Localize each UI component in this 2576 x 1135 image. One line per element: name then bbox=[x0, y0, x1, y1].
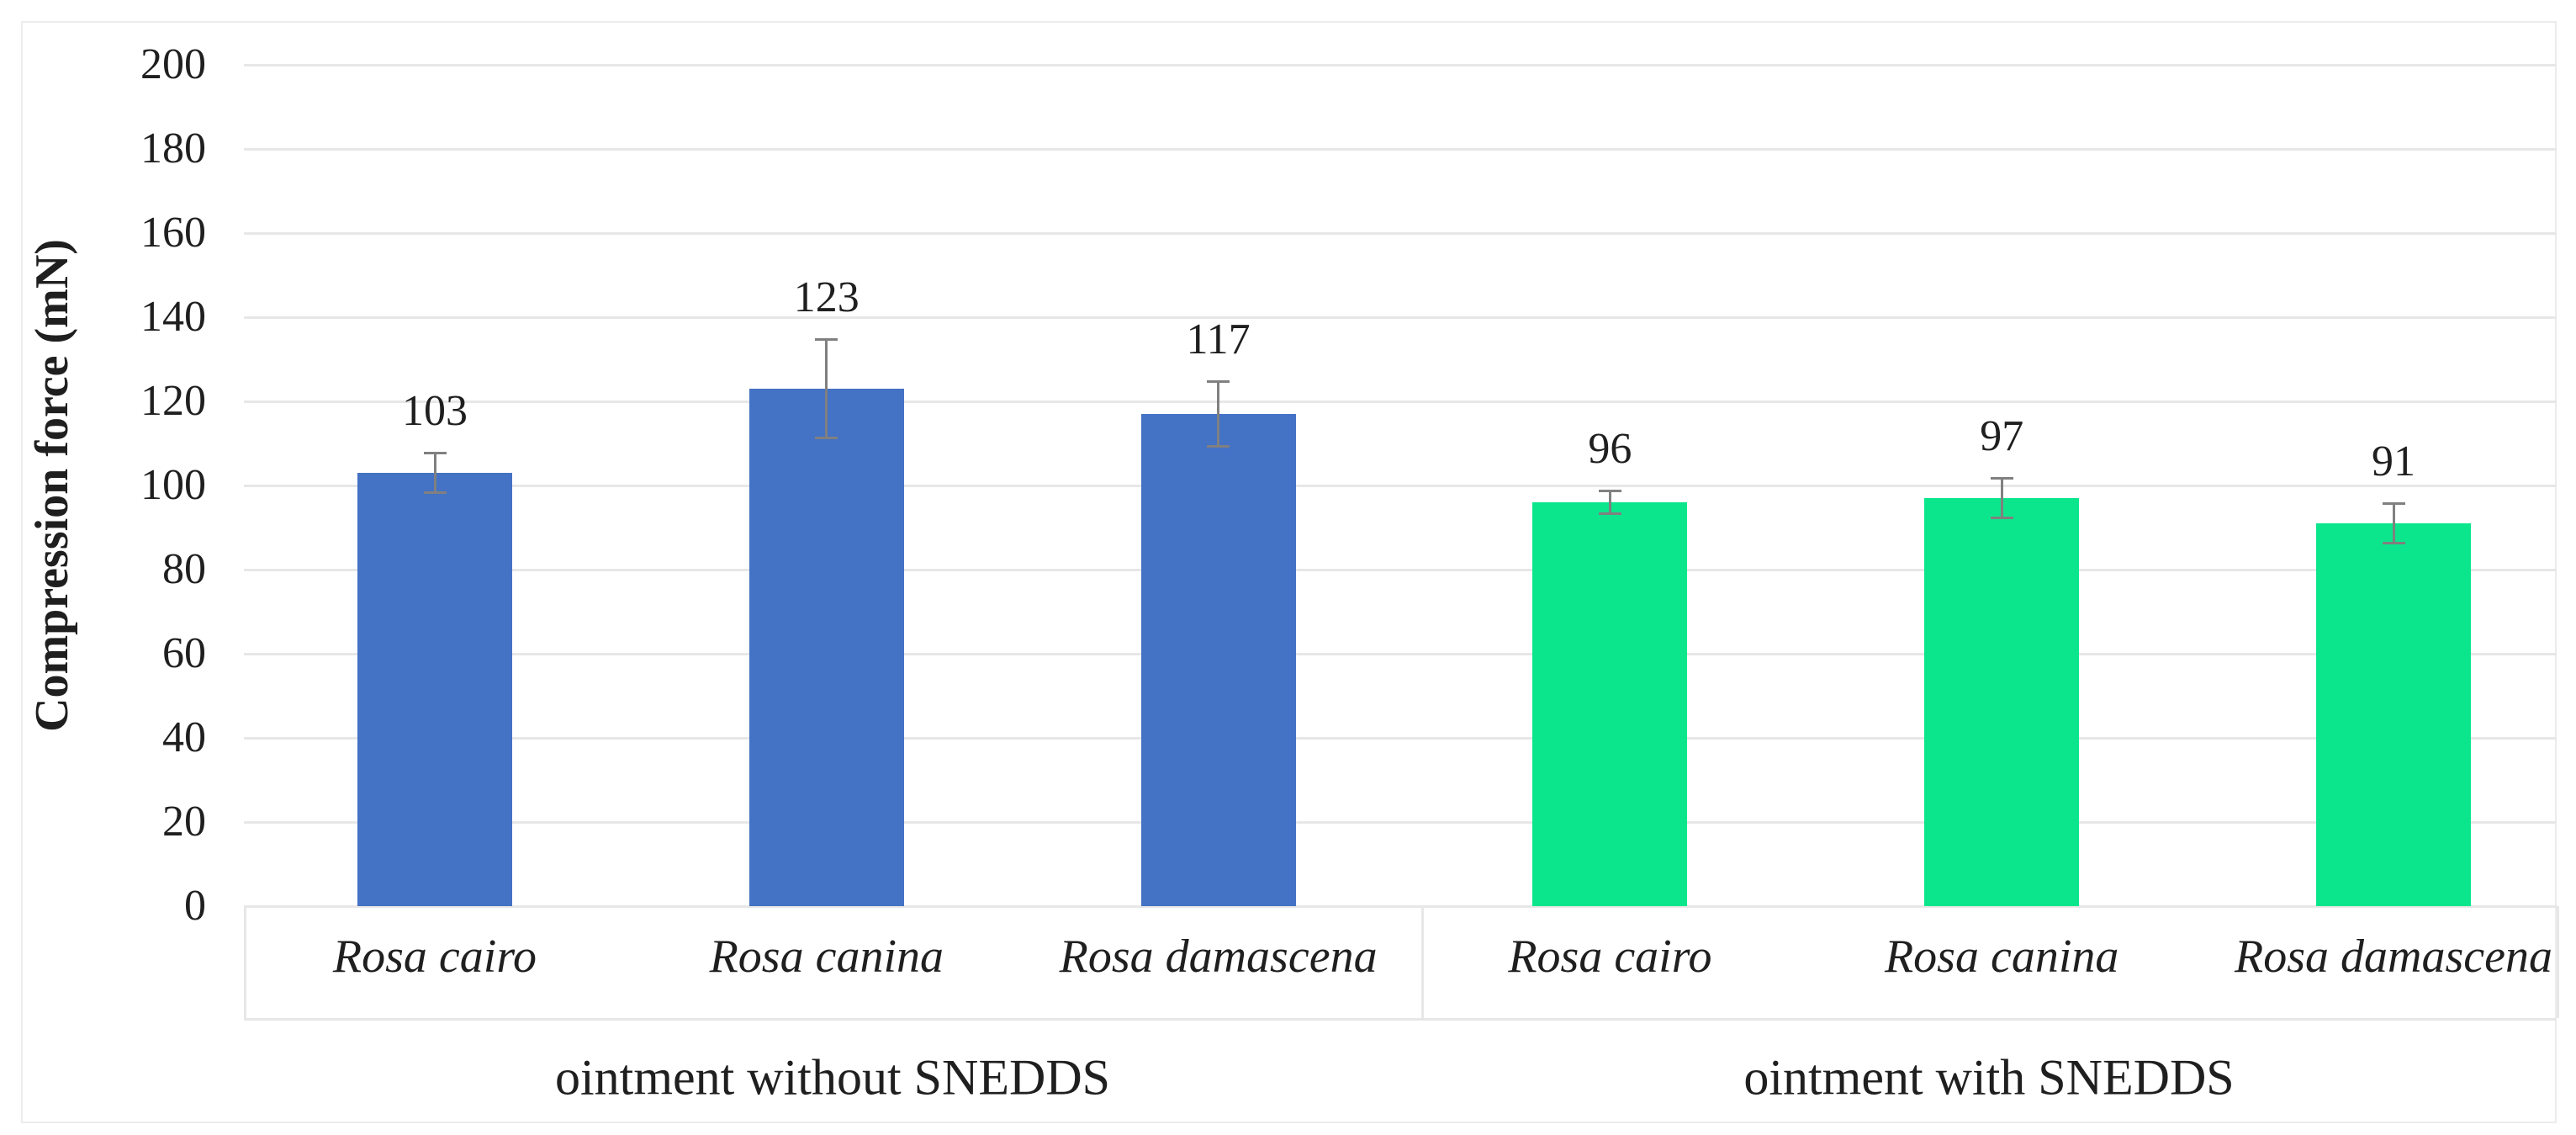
error-bar-cap bbox=[815, 437, 838, 439]
bar bbox=[357, 473, 512, 906]
group-label: ointment without SNEDDS bbox=[554, 1049, 1111, 1106]
error-bar-cap bbox=[1990, 517, 2013, 519]
error-bar-cap bbox=[423, 452, 447, 454]
error-bar bbox=[2392, 502, 2395, 544]
y-tick-label: 120 bbox=[140, 377, 206, 425]
bar bbox=[2316, 523, 2471, 906]
error-bar-cap bbox=[1598, 512, 1621, 515]
category-label: Rosa damascena bbox=[1059, 931, 1378, 983]
gridline bbox=[244, 232, 2557, 235]
error-bar-cap bbox=[1207, 380, 1230, 383]
y-tick-label: 200 bbox=[140, 40, 206, 88]
bar-value-label: 97 bbox=[1980, 412, 2024, 460]
y-tick-label: 40 bbox=[162, 713, 206, 761]
error-bar-cap bbox=[1598, 490, 1621, 492]
y-tick-label: 180 bbox=[140, 125, 206, 172]
group-label: ointment with SNEDDS bbox=[1743, 1049, 2235, 1106]
gridline bbox=[244, 653, 2557, 655]
error-bar bbox=[1608, 490, 1611, 515]
gridline bbox=[244, 737, 2557, 740]
gridline bbox=[244, 316, 2557, 319]
category-label: Rosa canina bbox=[1884, 931, 2119, 983]
error-bar bbox=[1217, 380, 1220, 448]
axis-separator bbox=[2557, 906, 2559, 1018]
error-bar bbox=[825, 338, 828, 439]
bar-value-label: 123 bbox=[793, 273, 860, 321]
y-tick-label: 20 bbox=[162, 798, 206, 846]
error-bar bbox=[2000, 477, 2003, 519]
category-label: Rosa cairo bbox=[1508, 931, 1712, 983]
gridline bbox=[244, 821, 2557, 824]
bar-value-label: 96 bbox=[1588, 425, 1632, 473]
y-tick-label: 80 bbox=[162, 545, 206, 593]
bar-value-label: 103 bbox=[402, 387, 468, 435]
y-tick-label: 100 bbox=[140, 461, 206, 509]
axis-separator bbox=[1421, 906, 1424, 1018]
error-bar-cap bbox=[815, 338, 838, 341]
category-label: Rosa damascena bbox=[2235, 931, 2552, 983]
error-bar-cap bbox=[423, 491, 447, 494]
y-tick-label: 60 bbox=[162, 629, 206, 677]
bar bbox=[748, 389, 904, 906]
gridline bbox=[244, 569, 2557, 571]
axis-separator bbox=[244, 1018, 2557, 1021]
y-tick-label: 0 bbox=[184, 882, 206, 930]
category-label: Rosa canina bbox=[709, 931, 944, 983]
bar-value-label: 91 bbox=[2372, 438, 2415, 485]
gridline bbox=[244, 64, 2557, 66]
error-bar-cap bbox=[1207, 445, 1230, 448]
bar bbox=[1532, 502, 1688, 906]
gridline bbox=[244, 905, 2557, 908]
chart-frame bbox=[21, 21, 2557, 1123]
bar bbox=[1924, 498, 2080, 906]
bar-value-label: 117 bbox=[1186, 316, 1251, 363]
error-bar-cap bbox=[1990, 477, 2013, 480]
gridline bbox=[244, 485, 2557, 487]
bar bbox=[1140, 414, 1296, 906]
category-label: Rosa cairo bbox=[332, 931, 537, 983]
axis-separator bbox=[244, 906, 246, 1018]
y-tick-label: 160 bbox=[140, 209, 206, 257]
error-bar-cap bbox=[2382, 502, 2405, 505]
gridline bbox=[244, 400, 2557, 403]
error-bar-cap bbox=[2382, 542, 2405, 544]
y-tick-label: 140 bbox=[140, 293, 206, 341]
error-bar bbox=[433, 452, 436, 494]
gridline bbox=[244, 148, 2557, 151]
